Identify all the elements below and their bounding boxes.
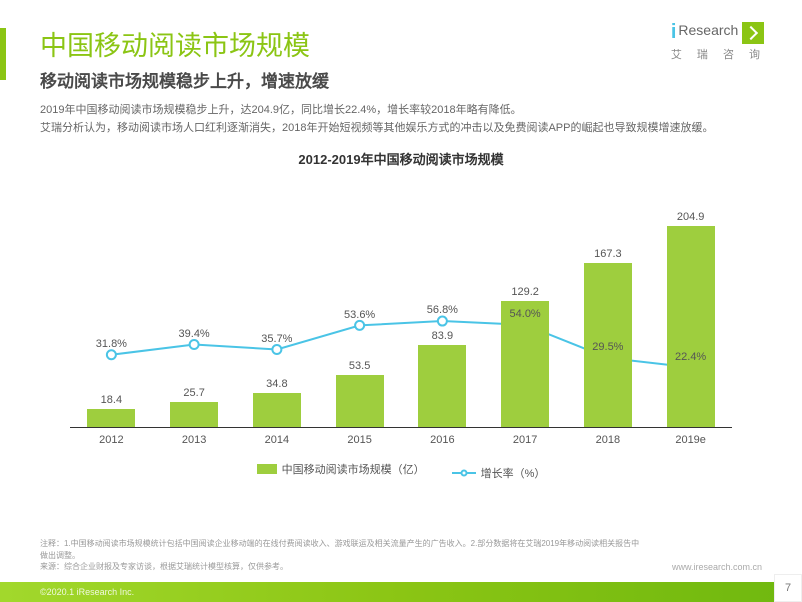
logo-arrow-box bbox=[742, 22, 764, 44]
page-number: 7 bbox=[774, 574, 802, 602]
legend-bar-item: 中国移动阅读市场规模（亿） bbox=[257, 461, 425, 477]
line-value-label: 35.7% bbox=[261, 333, 292, 345]
chart-area: 18.4 25.7 34.8 53.5 83.9 129.2 167.3 204.9 31.8%… bbox=[70, 182, 732, 457]
site-url: www.iresearch.com.cn bbox=[672, 562, 762, 572]
bar: 53.5 bbox=[336, 375, 384, 427]
bar-value-label: 129.2 bbox=[511, 286, 539, 298]
legend-line-item: 增长率（%） bbox=[452, 465, 546, 481]
x-axis: 2012 2013 2014 2015 2016 2017 2018 2019e bbox=[70, 427, 732, 457]
page-subtitle: 移动阅读市场规模稳步上升，增速放缓 bbox=[40, 67, 762, 92]
footnote-2: 来源：综合企业财报及专家访谈，根据艾瑞统计模型核算，仅供参考。 bbox=[40, 561, 642, 572]
chart-title: 2012-2019年中国移动阅读市场规模 bbox=[40, 149, 762, 168]
page-title: 中国移动阅读市场规模 bbox=[40, 24, 762, 63]
bar: 18.4 bbox=[87, 409, 135, 427]
line-value-label: 39.4% bbox=[179, 328, 210, 340]
bar: 25.7 bbox=[170, 402, 218, 427]
logo-top-row: i Research bbox=[671, 22, 766, 44]
line-value-label: 54.0% bbox=[510, 308, 541, 320]
copyright-text: ©2020.1 iResearch Inc. bbox=[40, 587, 134, 597]
x-axis-label: 2019e bbox=[675, 434, 706, 446]
legend-bar-label: 中国移动阅读市场规模（亿） bbox=[282, 461, 425, 477]
line-value-label: 29.5% bbox=[592, 341, 623, 353]
line-marker bbox=[107, 350, 116, 359]
x-axis-label: 2016 bbox=[430, 434, 454, 446]
legend-bar-swatch bbox=[257, 464, 277, 474]
line-marker bbox=[438, 317, 447, 326]
bar-value-label: 204.9 bbox=[677, 211, 705, 223]
line-value-label: 31.8% bbox=[96, 338, 127, 350]
legend-line-label: 增长率（%） bbox=[481, 465, 546, 481]
line-chart-svg bbox=[70, 182, 732, 427]
x-axis-label: 2018 bbox=[596, 434, 620, 446]
copyright-bar: ©2020.1 iResearch Inc. bbox=[0, 582, 802, 602]
iresearch-logo: i Research 艾 瑞 咨 询 bbox=[671, 22, 766, 62]
legend-line-swatch bbox=[452, 472, 476, 474]
line-value-label: 56.8% bbox=[427, 304, 458, 316]
description-text: 2019年中国移动阅读市场规模稳步上升，达204.9亿，同比增长22.4%，增长… bbox=[40, 102, 762, 137]
bar-value-label: 83.9 bbox=[432, 330, 453, 342]
bar-value-label: 34.8 bbox=[266, 378, 287, 390]
logo-subtitle-cn: 艾 瑞 咨 询 bbox=[671, 46, 766, 62]
bar-value-label: 25.7 bbox=[183, 387, 204, 399]
x-axis-label: 2015 bbox=[347, 434, 371, 446]
description-line-2: 艾瑞分析认为，移动阅读市场人口红利逐渐消失，2018年开始短视频等其他娱乐方式的… bbox=[40, 122, 713, 134]
slide-page: i Research 艾 瑞 咨 询 中国移动阅读市场规模 移动阅读市场规模稳步… bbox=[0, 0, 802, 602]
bar: 34.8 bbox=[253, 393, 301, 427]
bar-value-label: 167.3 bbox=[594, 248, 622, 260]
logo-arrow-icon bbox=[744, 26, 758, 40]
logo-letter-i: i bbox=[671, 22, 677, 42]
x-axis-label: 2012 bbox=[99, 434, 123, 446]
line-marker bbox=[355, 321, 364, 330]
chart-legend: 中国移动阅读市场规模（亿） 增长率（%） bbox=[40, 461, 762, 481]
bar: 204.9 bbox=[667, 226, 715, 427]
line-marker bbox=[190, 340, 199, 349]
footer-notes: 注释：1.中国移动阅读市场规模统计包括中国阅读企业移动端的在线付费阅读收入、游戏… bbox=[40, 538, 642, 572]
title-accent-bar bbox=[0, 28, 6, 80]
bar-value-label: 53.5 bbox=[349, 360, 370, 372]
bar-value-label: 18.4 bbox=[101, 394, 122, 406]
line-value-label: 53.6% bbox=[344, 309, 375, 321]
legend-line-marker-icon bbox=[460, 470, 467, 477]
chart-container: 2012-2019年中国移动阅读市场规模 18.4 25.7 34.8 53.5 83.… bbox=[40, 149, 762, 481]
x-axis-label: 2013 bbox=[182, 434, 206, 446]
line-marker bbox=[272, 345, 281, 354]
description-line-1: 2019年中国移动阅读市场规模稳步上升，达204.9亿，同比增长22.4%，增长… bbox=[40, 104, 522, 116]
chart-plot: 18.4 25.7 34.8 53.5 83.9 129.2 167.3 204.9 31.8%… bbox=[70, 182, 732, 427]
x-axis-label: 2014 bbox=[265, 434, 289, 446]
line-value-label: 22.4% bbox=[675, 351, 706, 363]
logo-brand-text: Research bbox=[678, 22, 738, 38]
footnote-1: 注释：1.中国移动阅读市场规模统计包括中国阅读企业移动端的在线付费阅读收入、游戏… bbox=[40, 538, 642, 560]
bar: 83.9 bbox=[418, 345, 466, 427]
x-axis-label: 2017 bbox=[513, 434, 537, 446]
